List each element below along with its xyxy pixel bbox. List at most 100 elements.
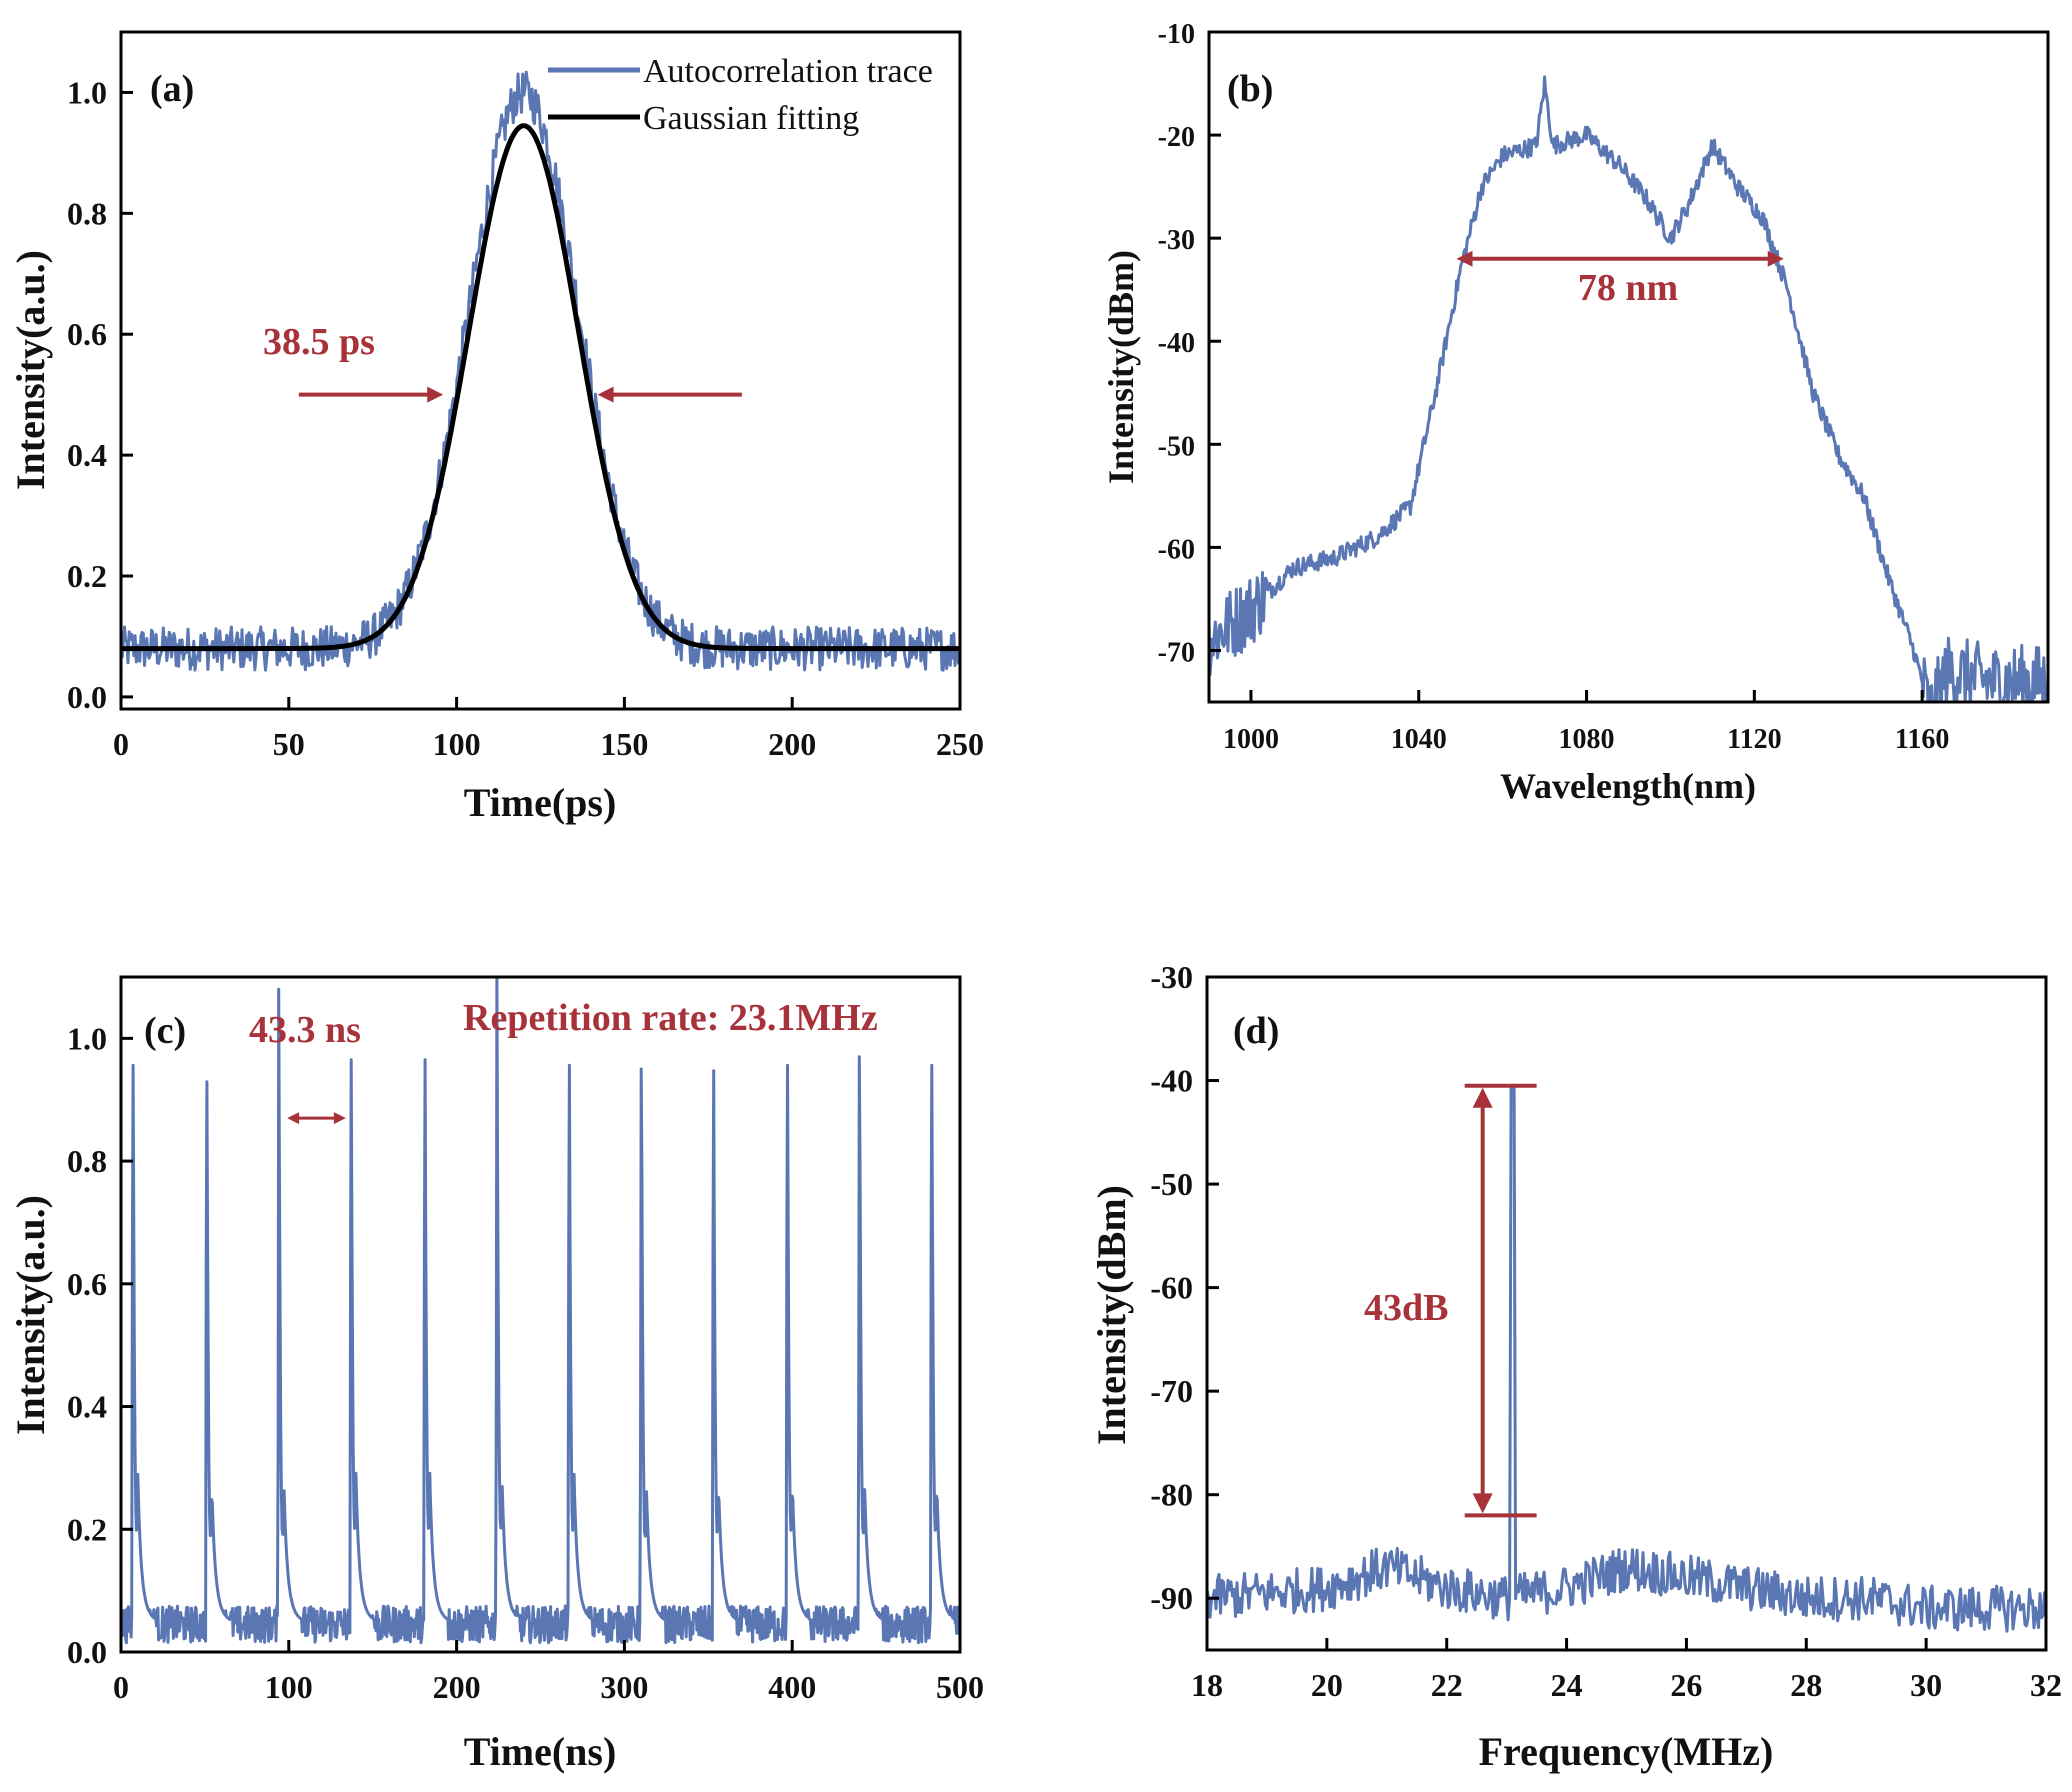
- x-tick-label: 100: [265, 1669, 313, 1705]
- y-tick-label: -40: [1158, 328, 1195, 359]
- x-tick-label: 300: [600, 1669, 648, 1705]
- panel-a-annotation: [298, 386, 742, 403]
- spacing-arrow-head-right: [333, 1112, 346, 1125]
- x-tick-label: 1080: [1559, 724, 1615, 755]
- y-tick-label: 0.8: [67, 195, 107, 231]
- y-tick-label: 0.0: [67, 1634, 107, 1670]
- y-tick-label: -30: [1150, 959, 1193, 995]
- y-tick-label: 1.0: [67, 74, 107, 110]
- y-tick-label: 0.6: [67, 1266, 107, 1302]
- bandwidth-arrow-head-left: [1456, 250, 1473, 267]
- y-tick-label: -40: [1150, 1063, 1193, 1099]
- panel-d: 18 20 22 24 26 28 30 32 -90 -80 -70 -60 -50 -40 -30 (d…: [1089, 959, 2062, 1774]
- y-tick-label: 1.0: [67, 1020, 107, 1056]
- x-tick-label: 1000: [1223, 724, 1279, 755]
- panel-a-legend: Autocorrelation trace Gaussian fitting: [548, 53, 933, 137]
- x-tick-label: 30: [1910, 1667, 1942, 1703]
- x-tick-label: 24: [1551, 1667, 1583, 1703]
- x-tick-label: 500: [936, 1669, 984, 1705]
- y-tick-label: 0.2: [67, 1511, 107, 1547]
- panel-c-label: (c): [144, 1010, 186, 1052]
- panel-c-y-axis-title: Intensity(a.u.): [8, 1195, 53, 1435]
- x-tick-label: 0: [113, 1669, 129, 1705]
- panel-d-y-axis-title: Intensity(dBm): [1089, 1185, 1134, 1445]
- pulse-train-line: [121, 977, 960, 1645]
- y-tick-label: -20: [1158, 122, 1195, 153]
- panel-c-plot-area: [121, 977, 960, 1645]
- x-tick-label: 20: [1311, 1667, 1343, 1703]
- panel-a: 0 50 100 150 200 250 0.0 0.2 0.4 0.6 0.8 1.0 (a) Au…: [8, 30, 984, 825]
- autocorrelation-trace-line: [121, 70, 960, 672]
- x-tick-label: 250: [936, 726, 984, 762]
- x-tick-label: 32: [2030, 1667, 2062, 1703]
- panel-b-x-axis-title: Wavelength(nm): [1500, 766, 1756, 806]
- panel-c-frame: [119, 975, 962, 1654]
- snr-arrow-head-up: [1472, 1087, 1493, 1108]
- y-tick-label: 0.0: [67, 679, 107, 715]
- y-tick-label: -50: [1158, 431, 1195, 462]
- fwhm-left-arrow-head: [427, 386, 444, 403]
- x-tick-label: 18: [1191, 1667, 1223, 1703]
- x-tick-label: 50: [273, 726, 305, 762]
- y-tick-label: -90: [1150, 1580, 1193, 1616]
- x-tick-label: 1160: [1895, 724, 1949, 755]
- repetition-rate-label: Repetition rate: 23.1MHz: [463, 997, 878, 1039]
- y-tick-label: -30: [1158, 225, 1195, 256]
- panel-a-ticks: 0 50 100 150 200 250 0.0 0.2 0.4 0.6 0.8 1.0: [67, 74, 984, 762]
- panel-d-annotation: [1464, 1083, 1537, 1518]
- panel-a-y-axis-title: Intensity(a.u.): [8, 250, 53, 490]
- panel-c-x-axis-title: Time(ns): [464, 1729, 617, 1774]
- y-tick-label: -50: [1150, 1166, 1193, 1202]
- y-tick-label: 0.8: [67, 1143, 107, 1179]
- x-tick-label: 1120: [1727, 724, 1781, 755]
- panel-d-frame: [1205, 975, 2048, 1652]
- panel-c-annotation: [287, 1112, 346, 1125]
- legend-label-autocorrelation: Autocorrelation trace: [643, 53, 933, 90]
- x-tick-label: 0: [113, 726, 129, 762]
- fwhm-label: 38.5 ps: [263, 321, 375, 363]
- panel-b-annotation: [1456, 250, 1784, 267]
- panel-a-frame: [119, 30, 962, 711]
- bandwidth-label: 78 nm: [1578, 267, 1678, 309]
- panel-d-label: (d): [1233, 1010, 1279, 1052]
- fwhm-right-arrow-head: [597, 386, 614, 403]
- spacing-arrow-head-left: [287, 1112, 300, 1125]
- panel-b: 1000 1040 1080 1120 1160 -70 -60 -50 -40 -30 -20 -1…: [1101, 19, 2050, 806]
- rf-spectrum-line: [1207, 1084, 2046, 1633]
- y-tick-label: 0.4: [67, 1389, 107, 1425]
- y-tick-label: -70: [1158, 637, 1195, 668]
- panel-b-frame: [1207, 30, 2050, 704]
- y-tick-label: 0.4: [67, 437, 107, 473]
- x-tick-label: 22: [1431, 1667, 1463, 1703]
- panel-d-ticks: 18 20 22 24 26 28 30 32 -90 -80 -70 -60 -50 -40 -30: [1150, 959, 2062, 1703]
- pulse-spacing-label: 43.3 ns: [249, 1009, 361, 1051]
- panel-c: 0 100 200 300 400 500 0.0 0.2 0.4 0.6 0.8 1.0 (c) 4…: [8, 975, 984, 1774]
- y-tick-label: -80: [1150, 1477, 1193, 1513]
- x-tick-label: 1040: [1391, 724, 1447, 755]
- y-tick-label: -60: [1150, 1270, 1193, 1306]
- panel-a-label: (a): [150, 68, 194, 110]
- snr-label: 43dB: [1364, 1287, 1448, 1329]
- y-tick-label: -70: [1150, 1373, 1193, 1409]
- x-tick-label: 200: [433, 1669, 481, 1705]
- x-tick-label: 28: [1790, 1667, 1822, 1703]
- legend-label-gaussian: Gaussian fitting: [643, 100, 859, 137]
- panel-a-x-axis-title: Time(ps): [464, 780, 617, 825]
- panel-c-ticks: 0 100 200 300 400 500 0.0 0.2 0.4 0.6 0.8 1.0: [67, 1020, 984, 1705]
- spectrum-line: [1209, 75, 2048, 702]
- snr-arrow-head-down: [1472, 1493, 1493, 1514]
- bandwidth-arrow-head-right: [1767, 250, 1784, 267]
- gaussian-fit-line: [121, 123, 960, 652]
- panel-a-plot-area: [121, 70, 960, 672]
- y-tick-label: 0.2: [67, 558, 107, 594]
- x-tick-label: 100: [433, 726, 481, 762]
- y-tick-label: -60: [1158, 534, 1195, 565]
- panel-d-x-axis-title: Frequency(MHz): [1479, 1729, 1774, 1774]
- y-tick-label: 0.6: [67, 316, 107, 352]
- panel-b-y-axis-title: Intensity(dBm): [1101, 250, 1141, 484]
- panel-d-plot-area: [1207, 1084, 2046, 1633]
- panel-b-ticks: 1000 1040 1080 1120 1160 -70 -60 -50 -40 -30 -20 -1…: [1158, 19, 1950, 755]
- y-tick-label: -10: [1158, 19, 1195, 50]
- x-tick-label: 400: [768, 1669, 816, 1705]
